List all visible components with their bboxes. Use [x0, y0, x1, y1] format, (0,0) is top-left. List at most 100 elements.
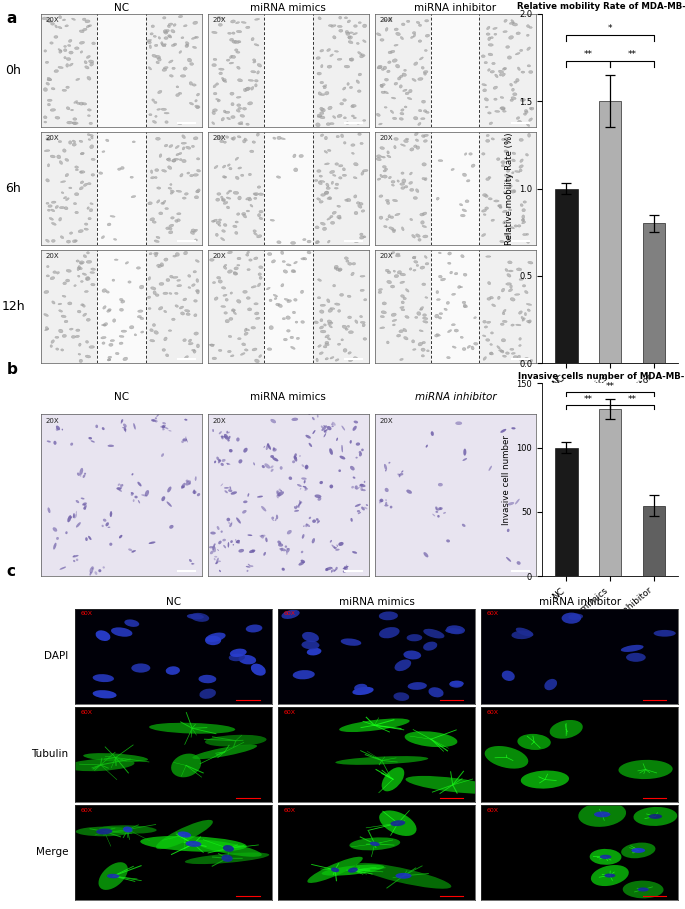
Ellipse shape — [75, 193, 79, 195]
Ellipse shape — [84, 61, 87, 64]
Ellipse shape — [110, 543, 112, 545]
Ellipse shape — [186, 481, 191, 485]
Ellipse shape — [69, 63, 73, 66]
Ellipse shape — [505, 268, 508, 272]
Ellipse shape — [348, 35, 353, 39]
Ellipse shape — [88, 217, 91, 220]
Ellipse shape — [254, 79, 258, 82]
Ellipse shape — [85, 276, 90, 280]
Ellipse shape — [384, 78, 388, 81]
Ellipse shape — [55, 348, 59, 350]
Ellipse shape — [73, 555, 78, 557]
Ellipse shape — [308, 856, 363, 883]
Ellipse shape — [249, 259, 252, 261]
Ellipse shape — [102, 427, 105, 430]
Ellipse shape — [65, 25, 68, 27]
Text: *: * — [608, 24, 612, 33]
Ellipse shape — [519, 337, 521, 340]
Ellipse shape — [123, 826, 133, 833]
Ellipse shape — [363, 337, 366, 340]
Ellipse shape — [226, 206, 229, 209]
Ellipse shape — [68, 141, 72, 145]
Text: 20X: 20X — [213, 17, 227, 23]
Ellipse shape — [508, 270, 513, 272]
Ellipse shape — [77, 310, 81, 313]
Ellipse shape — [423, 629, 445, 638]
Ellipse shape — [388, 61, 391, 64]
Ellipse shape — [61, 315, 66, 318]
Ellipse shape — [334, 51, 338, 52]
Ellipse shape — [412, 340, 414, 343]
Ellipse shape — [182, 441, 184, 443]
Ellipse shape — [154, 331, 158, 335]
Ellipse shape — [401, 309, 405, 311]
Ellipse shape — [292, 670, 315, 679]
Ellipse shape — [164, 36, 168, 39]
Ellipse shape — [259, 217, 263, 220]
Ellipse shape — [110, 340, 114, 342]
Ellipse shape — [190, 613, 209, 622]
Ellipse shape — [462, 173, 466, 176]
Ellipse shape — [316, 520, 320, 524]
Ellipse shape — [364, 298, 367, 301]
Ellipse shape — [66, 198, 69, 201]
Ellipse shape — [148, 276, 151, 280]
Ellipse shape — [501, 288, 505, 292]
Ellipse shape — [182, 135, 186, 139]
Ellipse shape — [483, 214, 486, 215]
Ellipse shape — [508, 35, 514, 39]
Ellipse shape — [155, 168, 159, 172]
Text: NC: NC — [166, 597, 181, 607]
Ellipse shape — [435, 506, 438, 511]
Ellipse shape — [316, 241, 320, 244]
Ellipse shape — [221, 436, 227, 437]
Ellipse shape — [247, 268, 250, 271]
Ellipse shape — [549, 720, 583, 739]
Ellipse shape — [156, 820, 213, 849]
Ellipse shape — [529, 71, 533, 74]
Ellipse shape — [193, 271, 197, 273]
Ellipse shape — [186, 44, 188, 46]
Ellipse shape — [517, 355, 521, 359]
Ellipse shape — [232, 32, 235, 35]
Ellipse shape — [334, 265, 338, 268]
Ellipse shape — [238, 107, 242, 110]
Ellipse shape — [81, 153, 84, 155]
Ellipse shape — [255, 84, 258, 87]
Ellipse shape — [463, 274, 467, 276]
Ellipse shape — [75, 335, 79, 337]
Ellipse shape — [258, 283, 261, 286]
Ellipse shape — [46, 18, 50, 21]
Ellipse shape — [50, 345, 53, 347]
Ellipse shape — [180, 312, 185, 315]
Ellipse shape — [325, 568, 328, 571]
Ellipse shape — [522, 215, 525, 219]
Ellipse shape — [503, 221, 506, 224]
Ellipse shape — [160, 425, 162, 427]
Ellipse shape — [96, 630, 110, 641]
Ellipse shape — [171, 216, 174, 219]
Ellipse shape — [328, 309, 333, 313]
Text: miRNA inhibitor: miRNA inhibitor — [414, 392, 496, 402]
Ellipse shape — [312, 417, 314, 420]
Ellipse shape — [327, 426, 332, 430]
Ellipse shape — [362, 40, 366, 43]
Ellipse shape — [271, 516, 274, 519]
Ellipse shape — [353, 176, 357, 179]
Ellipse shape — [527, 25, 530, 27]
Ellipse shape — [108, 356, 112, 358]
Ellipse shape — [195, 476, 197, 481]
Ellipse shape — [390, 50, 395, 53]
Ellipse shape — [162, 425, 165, 428]
Ellipse shape — [53, 527, 57, 532]
Ellipse shape — [594, 812, 610, 817]
Ellipse shape — [132, 551, 134, 553]
Ellipse shape — [325, 357, 328, 360]
Ellipse shape — [364, 481, 365, 483]
Ellipse shape — [509, 22, 514, 25]
Ellipse shape — [60, 181, 66, 183]
Ellipse shape — [301, 290, 303, 294]
Ellipse shape — [347, 198, 351, 202]
Ellipse shape — [102, 342, 105, 345]
Ellipse shape — [246, 197, 251, 200]
